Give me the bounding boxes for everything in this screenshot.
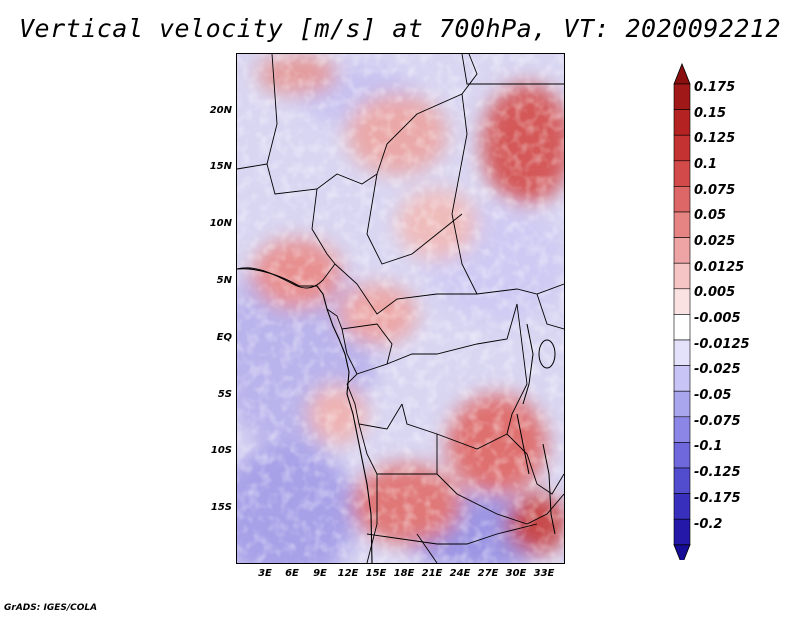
- colorbar-label-0: 0.175: [694, 80, 736, 95]
- colorbar-label-4: 0.075: [694, 183, 736, 198]
- lon-label-21e: 21E: [421, 568, 443, 579]
- lon-label-30e: 30E: [505, 568, 527, 579]
- colorbar-swatch-1: [673, 109, 691, 136]
- lat-label-20n: 20N: [209, 105, 232, 116]
- colorbar-label-12: -0.05: [694, 388, 732, 403]
- lon-label-12e: 12E: [337, 568, 359, 579]
- colorbar-label-2: 0.125: [694, 131, 736, 146]
- colorbar-label-14: -0.1: [694, 439, 723, 454]
- colorbar-swatch-8: [673, 288, 691, 315]
- colorbar-label-17: -0.2: [694, 517, 723, 532]
- colorbar-label-11: -0.025: [694, 362, 741, 377]
- colorbar-swatch-11: [673, 365, 691, 392]
- lat-label-5s: 5S: [217, 389, 232, 400]
- lat-label-5n: 5N: [216, 275, 232, 286]
- grads-credit: GrADS: IGES/COLA: [4, 603, 98, 613]
- colorbar-swatch-13: [673, 416, 691, 443]
- colorbar-swatch-15: [673, 467, 691, 494]
- lon-label-9e: 9E: [313, 568, 327, 579]
- colorbar-under-arrow: [673, 544, 691, 560]
- colorbar-label-13: -0.075: [694, 414, 741, 429]
- colorbar-swatch-2: [673, 134, 691, 162]
- lat-label-eq: EQ: [216, 332, 232, 343]
- map-field: [237, 54, 564, 563]
- lon-label-33e: 33E: [533, 568, 555, 579]
- chart-title: Vertical velocity [m/s] at 700hPa, VT: 2…: [18, 14, 781, 43]
- lat-label-15s: 15S: [210, 502, 232, 513]
- colorbar-swatch-17: [673, 518, 691, 546]
- colorbar-swatch-14: [673, 442, 691, 469]
- colorbar-label-3: 0.1: [694, 157, 718, 172]
- colorbar-swatch-5: [673, 211, 691, 238]
- lon-label-18e: 18E: [393, 568, 415, 579]
- colorbar-label-7: 0.0125: [694, 260, 745, 275]
- colorbar-swatch-16: [673, 493, 691, 520]
- lon-label-27e: 27E: [477, 568, 499, 579]
- colorbar: [673, 62, 691, 560]
- colorbar-swatch-10: [673, 339, 691, 366]
- lon-label-15e: 15E: [365, 568, 387, 579]
- colorbar-swatch-0: [673, 83, 691, 110]
- colorbar-label-6: 0.025: [694, 234, 736, 249]
- colorbar-swatch-6: [673, 237, 691, 264]
- colorbar-swatch-12: [673, 390, 691, 418]
- lat-label-10n: 10N: [209, 218, 232, 229]
- colorbar-label-15: -0.125: [694, 465, 741, 480]
- lon-label-3e: 3E: [258, 568, 272, 579]
- lon-label-24e: 24E: [449, 568, 471, 579]
- colorbar-over-arrow: [673, 62, 691, 85]
- map-panel: [236, 53, 565, 564]
- lon-label-6e: 6E: [285, 568, 299, 579]
- colorbar-label-5: 0.05: [694, 208, 727, 223]
- colorbar-label-9: -0.005: [694, 311, 741, 326]
- colorbar-label-16: -0.175: [694, 491, 741, 506]
- colorbar-swatch-4: [673, 186, 691, 213]
- colorbar-label-10: -0.0125: [694, 337, 750, 352]
- colorbar-swatch-9: [673, 314, 691, 341]
- colorbar-swatch-7: [673, 262, 691, 290]
- lat-label-10s: 10S: [210, 445, 232, 456]
- lat-label-15n: 15N: [209, 161, 232, 172]
- colorbar-swatch-3: [673, 160, 691, 187]
- colorbar-label-1: 0.15: [694, 106, 727, 121]
- colorbar-label-8: 0.005: [694, 285, 736, 300]
